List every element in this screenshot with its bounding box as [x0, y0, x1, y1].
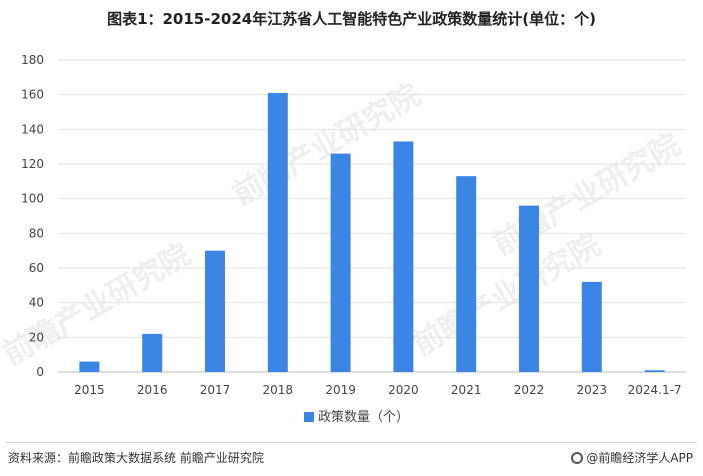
x-tick-label: 2015 [74, 383, 105, 397]
bar [581, 281, 602, 372]
bar [644, 370, 665, 372]
x-tick-label: 2024.1-7 [628, 383, 682, 397]
legend-label: 政策数量（个） [318, 409, 409, 425]
bar [456, 176, 477, 372]
bar [79, 361, 100, 372]
x-tick-label: 2018 [263, 383, 294, 397]
x-tick-label: 2023 [577, 383, 608, 397]
chart-title: 图表1：2015-2024年江苏省人工智能特色产业政策数量统计(单位：个) [107, 10, 596, 28]
x-tick-label: 2016 [137, 383, 168, 397]
x-tick-label: 2022 [514, 383, 545, 397]
bar [142, 333, 163, 372]
y-tick-label: 180 [21, 53, 44, 67]
bar [267, 92, 288, 372]
y-tick-label: 120 [21, 157, 44, 171]
legend-swatch [304, 412, 314, 422]
y-tick-label: 60 [29, 261, 44, 275]
x-tick-label: 2020 [388, 383, 419, 397]
bar [393, 141, 414, 372]
x-tick-label: 2017 [200, 383, 231, 397]
brand-logo-icon [571, 452, 584, 464]
y-tick-label: 0 [36, 365, 44, 379]
y-tick-label: 100 [21, 192, 44, 206]
x-tick-label: 2021 [451, 383, 482, 397]
brand-label: @前瞻经济学人APP [571, 449, 693, 466]
x-tick-label: 2019 [325, 383, 356, 397]
bar-chart: 0 20 40 60 80 100 120 140 160 180 2015 2016 2017 2018… [21, 53, 686, 425]
source-note: 资料来源：前瞻政策大数据系统 前瞻产业研究院 [8, 451, 264, 465]
bar [519, 205, 539, 372]
y-tick-label: 40 [29, 296, 44, 310]
bar [205, 250, 225, 372]
y-tick-label: 160 [21, 88, 44, 102]
y-tick-label: 20 [29, 330, 44, 344]
y-tick-label: 140 [21, 122, 44, 136]
footer-divider [6, 442, 697, 443]
y-tick-label: 80 [29, 226, 44, 240]
brand-text: @前瞻经济学人APP [586, 451, 693, 465]
bar [330, 153, 351, 372]
